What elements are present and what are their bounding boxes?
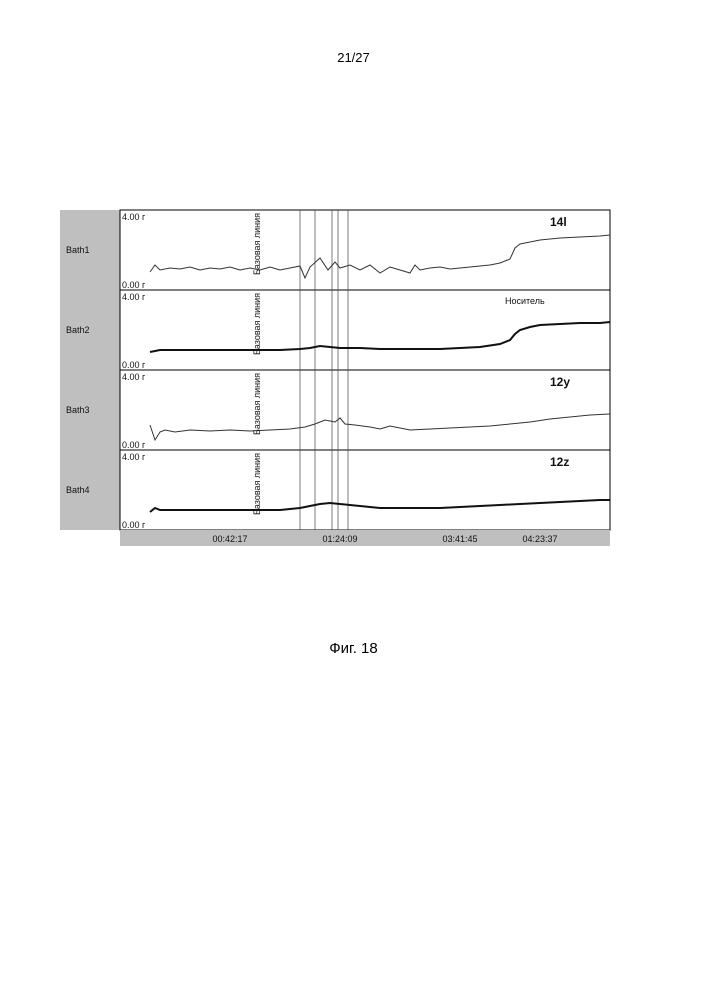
trace-line	[150, 414, 610, 440]
figure-caption: Фиг. 18	[0, 640, 707, 657]
figure-wrap: 4.00 г 0.00 г Bath1 Базовая линия 14l 4.00 г 0…	[60, 200, 620, 570]
xtick-label: 04:23:37	[522, 534, 557, 544]
ytick-top: 4.00 г	[122, 212, 146, 222]
page: 21/27 4.00 г0.00 гBath1Базовая линия14l4…	[0, 0, 707, 1000]
channel-label: Bath4	[66, 485, 90, 495]
channel-label: Bath2	[66, 325, 90, 335]
ytick-top: 4.00 г	[122, 452, 146, 462]
series-label: 12y	[550, 375, 570, 389]
baseline-label: Базовая линия	[252, 293, 262, 355]
sidebar	[60, 210, 120, 530]
trace-line	[150, 500, 610, 512]
ytick-top: 4.00 г	[122, 292, 146, 302]
baseline-label: Базовая линия	[252, 373, 262, 435]
ytick-bottom: 0.00 г	[122, 360, 146, 370]
channel-label: Bath1	[66, 245, 90, 255]
ytick-bottom: 0.00 г	[122, 440, 146, 450]
ytick-top: 4.00 г	[122, 372, 146, 382]
baseline-label: Базовая линия	[252, 453, 262, 515]
series-label: 14l	[550, 215, 567, 229]
trace-line	[150, 322, 610, 352]
xtick-label: 03:41:45	[442, 534, 477, 544]
series-label: 12z	[550, 455, 569, 469]
page-number: 21/27	[0, 50, 707, 65]
trace-line	[150, 235, 610, 278]
ytick-bottom: 0.00 г	[122, 520, 146, 530]
channel-label: Bath3	[66, 405, 90, 415]
xtick-label: 00:42:17	[212, 534, 247, 544]
baseline-label: Базовая линия	[252, 213, 262, 275]
carrier-label: Носитель	[505, 296, 545, 306]
strip-chart: 4.00 г 0.00 г Bath1 Базовая линия 14l 4.00 г 0…	[60, 200, 620, 560]
ytick-bottom: 0.00 г	[122, 280, 146, 290]
xtick-label: 01:24:09	[322, 534, 357, 544]
